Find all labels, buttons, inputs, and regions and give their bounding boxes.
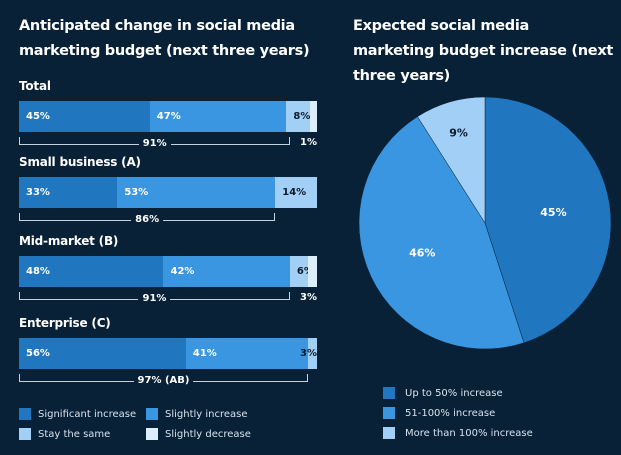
group-label: Total xyxy=(19,79,51,93)
bar-segment-stay-the-same: 3% xyxy=(300,338,317,369)
bar-segment-significant-increase: 45% xyxy=(19,101,150,132)
segment-label: 3% xyxy=(300,348,317,359)
segment-label: 45% xyxy=(26,111,50,122)
legend-swatch xyxy=(383,387,395,399)
bar-segment-slightly-decrease xyxy=(307,256,317,287)
legend-label: 51-100% increase xyxy=(405,407,496,419)
bracket-label: 91% xyxy=(138,138,171,149)
segment-label: 48% xyxy=(26,266,50,277)
legend-label: More than 100% increase xyxy=(405,427,533,439)
outside-label: 1% xyxy=(300,137,317,148)
pie-slice-label: 9% xyxy=(449,126,468,139)
bar-segment-stay-the-same: 14% xyxy=(275,177,317,208)
pie-chart-title: Expected social media marketing budget i… xyxy=(353,18,613,84)
group-label: Small business (A) xyxy=(19,155,141,169)
legend-label: Up to 50% increase xyxy=(405,387,503,399)
bar-segment-stay-the-same: 8% xyxy=(286,101,310,132)
bar-segment-significant-increase: 33% xyxy=(19,177,118,208)
legend-item: Up to 50% increase xyxy=(383,387,503,399)
legend-item: Slightly decrease xyxy=(146,428,251,440)
segment-label: 42% xyxy=(170,266,195,277)
legend-swatch xyxy=(19,408,31,420)
stacked-bar: 33% 53% 14% xyxy=(19,177,317,208)
bar-segment-slightly-increase: 41% xyxy=(185,338,309,369)
legend-item: 51-100% increase xyxy=(383,407,495,419)
segment-label: 41% xyxy=(192,348,217,359)
bar-segment-slightly-increase: 53% xyxy=(117,177,276,208)
legend-label: Stay the same xyxy=(38,428,111,440)
segment-label: 8% xyxy=(293,111,311,122)
group-label: Enterprise (C) xyxy=(19,316,111,330)
pie-slice xyxy=(484,96,612,344)
legend-label: Slightly decrease xyxy=(165,428,251,440)
bar-segment-slightly-increase: 47% xyxy=(149,101,287,132)
bar-segment-slightly-increase: 42% xyxy=(163,256,290,287)
bracket-label: 86% xyxy=(131,214,164,225)
stacked-bar: 48% 42% 6% xyxy=(19,256,317,287)
group-label: Mid-market (B) xyxy=(19,234,119,248)
bar-segment-significant-increase: 48% xyxy=(19,256,164,287)
segment-label: 33% xyxy=(26,187,50,198)
segment-label: 47% xyxy=(156,111,181,122)
legend-item: Stay the same xyxy=(19,428,110,440)
legend-item: More than 100% increase xyxy=(383,427,533,439)
outside-label: 3% xyxy=(300,292,317,303)
bar-chart-title: Anticipated change in social media marke… xyxy=(19,18,310,59)
bar-segment-slightly-decrease xyxy=(310,101,317,132)
segment-label: 6% xyxy=(296,266,314,277)
stacked-bar: 45% 47% 8% xyxy=(19,101,317,132)
pie-slice xyxy=(358,116,525,350)
legend-label: Slightly increase xyxy=(165,408,248,420)
stacked-bar: 56% 41% 3% xyxy=(19,338,317,369)
pie-slice xyxy=(417,96,486,224)
legend-swatch xyxy=(19,428,31,440)
legend-item: Slightly increase xyxy=(146,408,248,420)
bracket-label: 97% (AB) xyxy=(133,375,194,386)
pie-slice-label: 45% xyxy=(540,206,566,219)
legend-swatch xyxy=(146,408,158,420)
legend-item: Significant increase xyxy=(19,408,136,420)
segment-label: 14% xyxy=(282,187,307,198)
segment-label: 53% xyxy=(124,187,149,198)
bar-segment-stay-the-same: 6% xyxy=(289,256,314,287)
bar-segment-significant-increase: 56% xyxy=(19,338,186,369)
pie-slice-label: 46% xyxy=(409,247,435,260)
legend-swatch xyxy=(146,428,158,440)
legend-swatch xyxy=(383,427,395,439)
legend-swatch xyxy=(383,407,395,419)
legend-label: Significant increase xyxy=(38,408,137,420)
bracket-label: 91% xyxy=(138,293,171,304)
segment-label: 56% xyxy=(26,348,50,359)
